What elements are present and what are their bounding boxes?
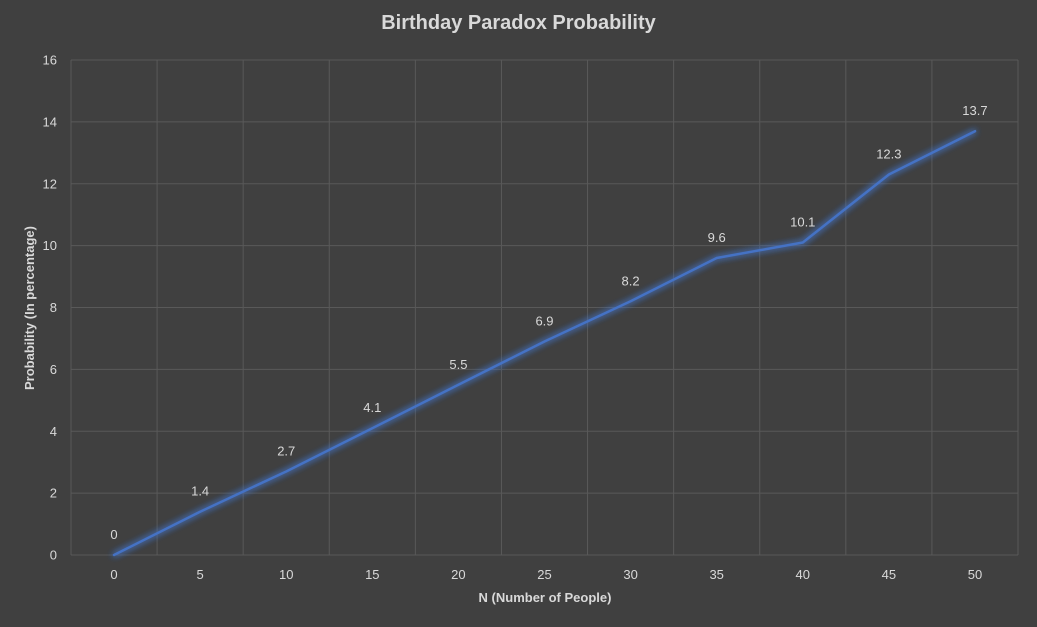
- data-label: 6.9: [535, 314, 553, 329]
- x-axis-ticks: 0 5 10 15 20 25 30 35 40 45 50: [110, 567, 982, 582]
- y-axis-ticks: 0 2 4 6 8 10 12 14 16: [43, 53, 57, 563]
- data-label: 2.7: [277, 443, 295, 458]
- x-tick-label: 10: [279, 567, 293, 582]
- x-tick-label: 30: [623, 567, 637, 582]
- y-tick-label: 0: [50, 548, 57, 563]
- y-tick-label: 6: [50, 362, 57, 377]
- y-tick-label: 2: [50, 486, 57, 501]
- x-tick-label: 15: [365, 567, 379, 582]
- data-label: 10.1: [790, 215, 815, 230]
- series-layer: [112, 129, 977, 557]
- data-label: 12.3: [876, 146, 901, 161]
- x-tick-label: 25: [537, 567, 551, 582]
- x-tick-label: 35: [709, 567, 723, 582]
- x-axis-title: N (Number of People): [479, 590, 612, 605]
- y-tick-label: 16: [43, 53, 57, 68]
- chart-title: Birthday Paradox Probability: [381, 12, 656, 34]
- y-tick-label: 12: [43, 176, 57, 191]
- x-tick-label: 45: [882, 567, 896, 582]
- x-tick-label: 50: [968, 567, 982, 582]
- gridlines: [70, 59, 1019, 556]
- x-tick-label: 0: [110, 567, 117, 582]
- y-tick-label: 4: [50, 424, 57, 439]
- x-tick-label: 5: [197, 567, 204, 582]
- data-label: 13.7: [962, 103, 987, 118]
- series-line: [112, 129, 977, 557]
- data-label: 8.2: [622, 273, 640, 288]
- data-label: 4.1: [363, 400, 381, 415]
- data-label: 0: [110, 527, 117, 542]
- x-tick-label: 40: [796, 567, 810, 582]
- y-tick-label: 8: [50, 300, 57, 315]
- data-label: 5.5: [449, 357, 467, 372]
- data-label: 1.4: [191, 484, 209, 499]
- data-labels: 0 1.4 2.7 4.1 5.5 6.9 8.2 9.6 10.1 12.3 13.7: [110, 103, 987, 542]
- y-tick-label: 10: [43, 238, 57, 253]
- y-tick-label: 14: [43, 114, 57, 129]
- x-tick-label: 20: [451, 567, 465, 582]
- y-axis-title: Probability (In percentage): [22, 226, 37, 390]
- data-label: 9.6: [708, 230, 726, 245]
